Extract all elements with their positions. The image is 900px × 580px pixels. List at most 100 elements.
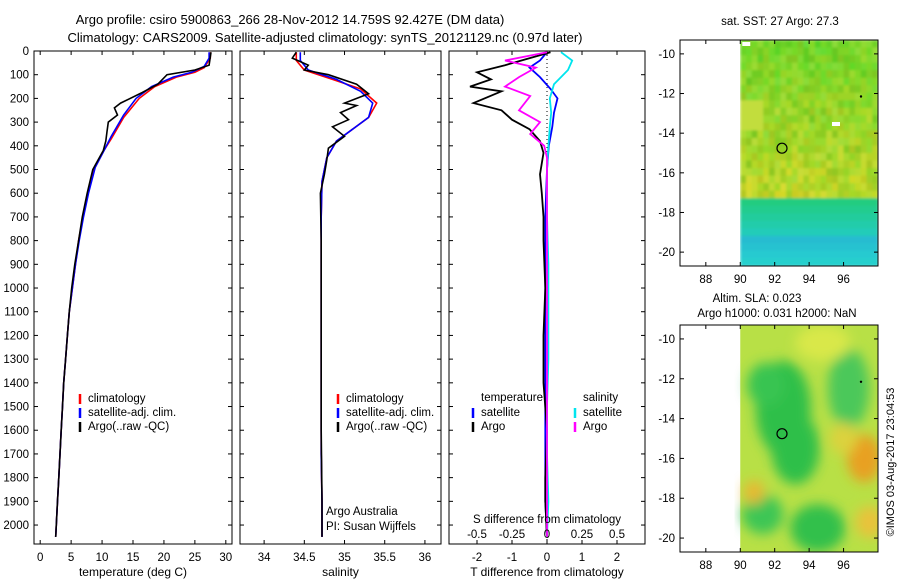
heatmap-cell (837, 213, 845, 222)
heatmap-cell (809, 92, 816, 101)
heatmap-cell (797, 228, 804, 237)
heatmap-cell (855, 198, 862, 207)
heatmap-cell (832, 168, 839, 177)
legend-title: salinity (583, 392, 618, 404)
heatmap-cell (786, 107, 793, 116)
y-tick-label: -20 (658, 533, 675, 545)
heatmap-cell (855, 258, 862, 266)
heatmap-cell (866, 235, 873, 244)
heatmap-cell (746, 175, 753, 184)
heatmap-cell (855, 228, 862, 237)
x-tick-label: 88 (699, 560, 712, 572)
heatmap-cell (751, 77, 758, 86)
heatmap-cell (809, 55, 816, 64)
heatmap-cell (791, 190, 799, 199)
heatmap-cell (849, 220, 856, 229)
y-tick-label: 1400 (3, 378, 29, 390)
heatmap-cell (814, 145, 822, 154)
heatmap-cell (780, 55, 787, 64)
heatmap-cell (797, 130, 804, 139)
x-tick-label: 10 (96, 552, 109, 564)
heatmap-cell (763, 92, 770, 101)
salinity-tick-label: 0.25 (571, 529, 593, 541)
heatmap-cell (843, 55, 850, 64)
heatmap-cell (751, 258, 758, 266)
heatmap-cell (757, 228, 764, 237)
heatmap-cell (820, 115, 827, 124)
heatmap-cell (866, 92, 873, 101)
heatmap-cell (786, 70, 793, 79)
heatmap-cell (837, 145, 845, 154)
heatmap-cell (849, 62, 856, 71)
legend-label: satellite (481, 407, 520, 419)
heatmap-cell (803, 235, 810, 244)
heatmap-cell (786, 40, 793, 49)
heatmap-cell (855, 115, 862, 124)
heatmap-cell (751, 243, 758, 252)
heatmap-cell (763, 115, 770, 124)
heatmap-cell (855, 85, 862, 94)
heatmap-cell (763, 168, 770, 177)
heatmap-cell (866, 107, 873, 116)
x-tick-label: 35 (338, 552, 351, 564)
heatmap-cell (780, 137, 787, 146)
y-tick-label: 1800 (3, 473, 29, 485)
heatmap-cell (809, 107, 816, 116)
heatmap-cell (826, 258, 833, 266)
heatmap-cell (803, 228, 810, 237)
heatmap-cell (763, 183, 770, 192)
heatmap-cell (803, 183, 810, 192)
heatmap-cell (751, 115, 758, 124)
heatmap-cell (837, 85, 845, 94)
heatmap-cell (872, 168, 878, 177)
heatmap-cell (860, 160, 868, 169)
heatmap-cell (774, 137, 781, 146)
heatmap-cell (809, 183, 816, 192)
heatmap-cell (774, 153, 781, 162)
heatmap-cell (820, 85, 827, 94)
heatmap-cell (774, 205, 781, 214)
heatmap-cell (763, 40, 770, 49)
heatmap-cell (809, 168, 816, 177)
heatmap-cell (832, 145, 839, 154)
heatmap-cell (740, 243, 747, 252)
heatmap-cell (780, 220, 787, 229)
heatmap-cell (837, 235, 845, 244)
heatmap-cell (832, 100, 839, 109)
heatmap-cell (843, 70, 850, 79)
heatmap-cell (826, 190, 833, 199)
heatmap-cell (855, 77, 862, 86)
heatmap-cell (843, 107, 850, 116)
heatmap-cell (866, 62, 873, 71)
heatmap-cell (860, 190, 868, 199)
heatmap-cell (774, 70, 781, 79)
heatmap-cell (769, 55, 776, 64)
heatmap-cell (820, 243, 827, 252)
heatmap-cell (780, 92, 787, 101)
y-tick-label: -18 (658, 493, 675, 505)
heatmap-cell (780, 115, 787, 124)
heatmap-cell (797, 243, 804, 252)
heatmap-cell (843, 92, 850, 101)
salinity-panel: 34 34.5 35 35.5 36 salinity climatology satelli… (239, 50, 442, 579)
heatmap-cell (837, 220, 845, 229)
y-tick-label: -20 (658, 247, 675, 259)
heatmap-cell (763, 205, 770, 214)
heatmap-cell (769, 70, 776, 79)
heatmap-cell (837, 62, 845, 71)
heatmap-cell (791, 250, 799, 259)
heatmap-cell (786, 190, 793, 199)
heatmap-cell (746, 250, 753, 259)
heatmap-cell (803, 77, 810, 86)
map-dot (859, 95, 863, 98)
heatmap-cell (769, 175, 776, 184)
heatmap-cell (837, 55, 845, 64)
y-tick-label: 900 (10, 259, 29, 271)
heatmap-blob (747, 362, 785, 407)
heatmap-cell (780, 77, 787, 86)
heatmap-cell (860, 130, 868, 139)
heatmap-cell (797, 213, 804, 222)
heatmap-cell (809, 62, 816, 71)
heatmap-cell (803, 153, 810, 162)
map-title: Altim. SLA: 0.023 (713, 293, 802, 305)
